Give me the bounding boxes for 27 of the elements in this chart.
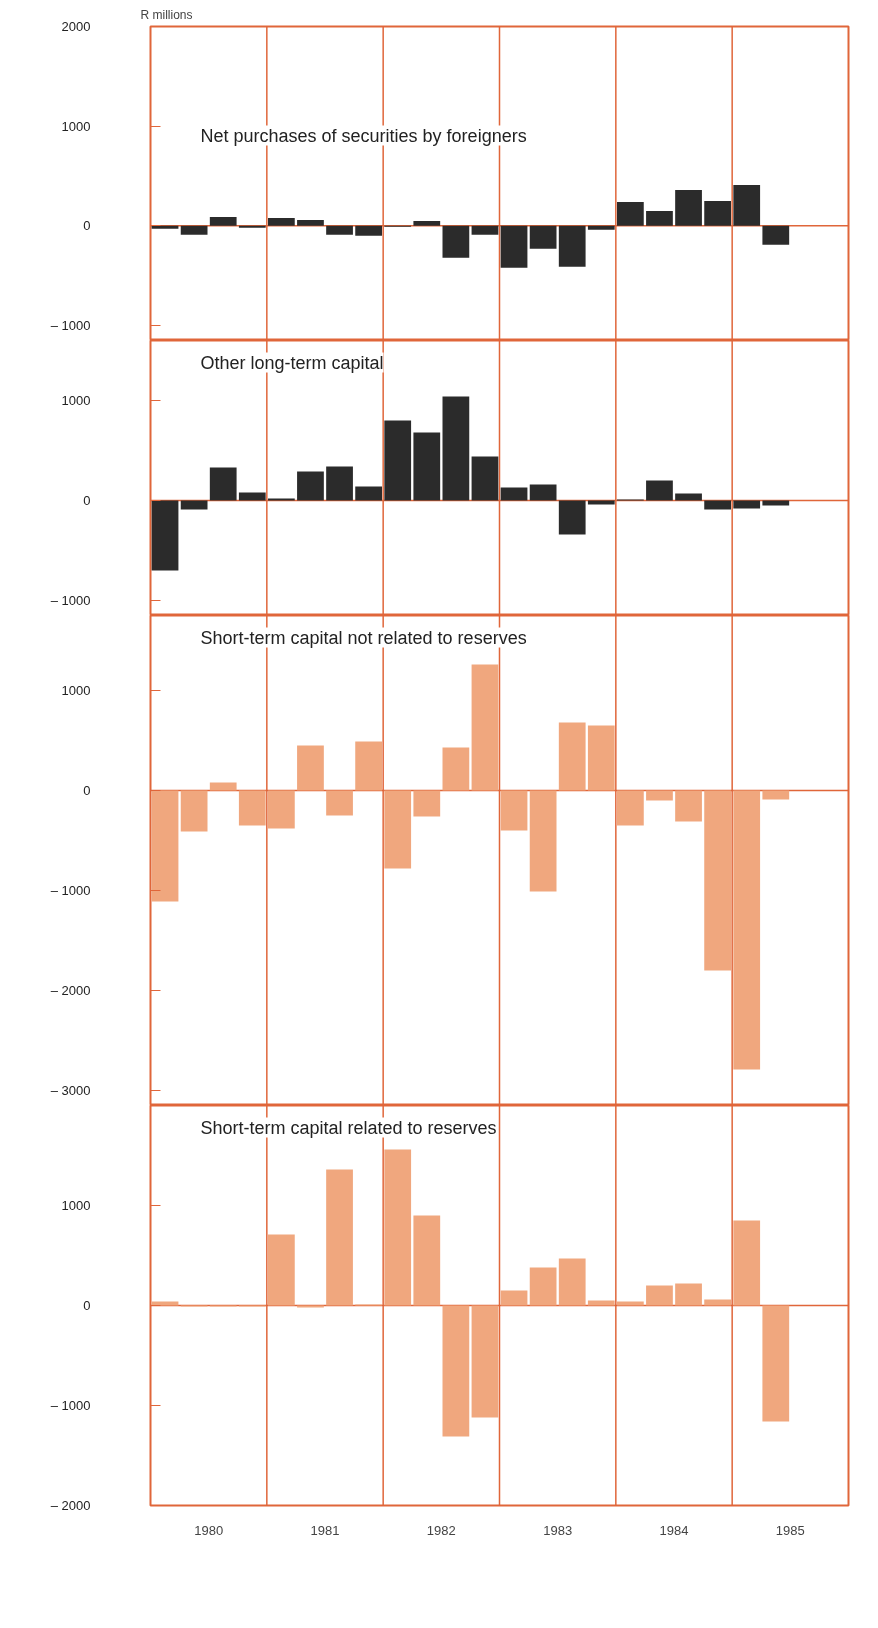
x-tick-label: 1982: [426, 1522, 456, 1538]
text: Net purchases of securities by foreigners: [200, 125, 527, 146]
y-tick-label: 1000: [61, 1198, 91, 1213]
y-tick-label: – 2000: [50, 1498, 91, 1513]
y-tick-label: 1000: [61, 118, 91, 134]
y-tick-label: – 1000: [50, 318, 91, 334]
x-tick-label: 1984: [659, 1522, 689, 1538]
y-tick-label: 0: [83, 783, 91, 798]
y-tick-label: 0: [83, 1298, 91, 1313]
y-tick-label: 0: [83, 493, 91, 508]
y-tick-label: – 2000: [50, 983, 91, 998]
y-tick-label: – 3000: [50, 1083, 91, 1098]
text: Short-term capital not related to reserves: [200, 627, 527, 648]
x-tick-label: 1983: [543, 1522, 573, 1538]
text: Short-term capital related to reserves: [200, 1117, 497, 1138]
x-tick-label: 1980: [194, 1522, 224, 1538]
x-tick-label: 1985: [775, 1522, 805, 1538]
y-tick-label: 0: [83, 218, 91, 234]
y-tick-label: – 1000: [50, 1398, 91, 1413]
y-tick-label: 1000: [61, 393, 91, 408]
y-axis-title: R millions: [140, 7, 193, 22]
x-tick-label: 1981: [310, 1522, 340, 1538]
y-tick-label: 1000: [61, 683, 91, 698]
y-tick-label: 2000: [61, 19, 91, 34]
y-tick-label: – 1000: [50, 593, 91, 608]
y-tick-label: – 1000: [50, 883, 91, 898]
text: Other long-term capital: [200, 352, 384, 373]
